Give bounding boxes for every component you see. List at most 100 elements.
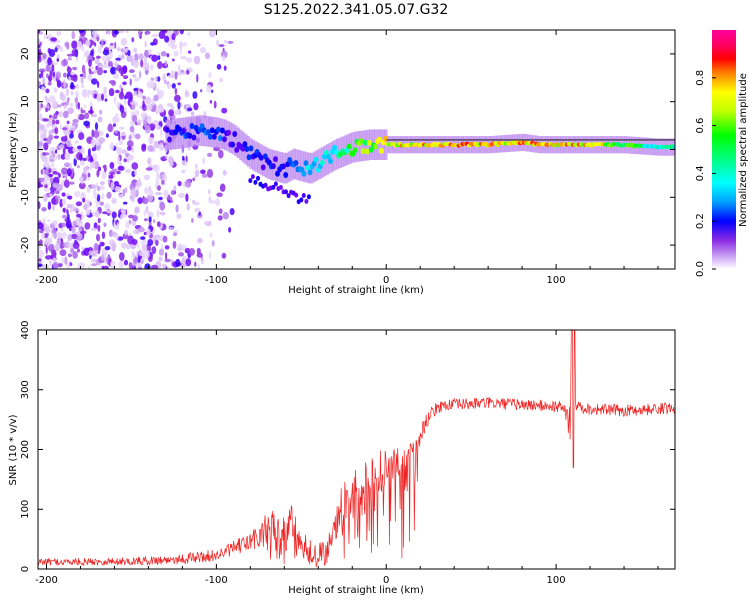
noise-blob	[137, 243, 139, 249]
noise-blob	[93, 68, 97, 75]
noise-blob	[140, 59, 144, 68]
noise-blob	[104, 98, 108, 102]
noise-blob	[196, 73, 199, 83]
noise-blob	[181, 257, 186, 267]
noise-blob	[101, 193, 105, 200]
noise-blob	[157, 61, 163, 69]
noise-blob	[146, 103, 153, 111]
noise-blob	[115, 89, 120, 94]
noise-blob	[209, 232, 213, 238]
noise-blob	[97, 45, 102, 54]
spectrogram-y-axis: -20 -10 0 10 20	[20, 48, 675, 253]
noise-blob	[65, 220, 72, 229]
trace-halo	[226, 120, 230, 152]
colorbar-tick-label: 0.8	[695, 70, 706, 86]
noise-blob	[81, 64, 86, 74]
noise-blob	[163, 189, 169, 198]
noise-blob	[88, 71, 95, 75]
trace-cell	[352, 147, 358, 154]
trace-cell	[328, 158, 333, 165]
noise-blob	[51, 229, 57, 234]
noise-blob	[120, 37, 128, 46]
noise-blob	[218, 77, 224, 83]
noise-blob	[38, 222, 44, 230]
noise-blob	[91, 138, 96, 148]
noise-blob	[49, 193, 53, 198]
noise-blob	[185, 193, 189, 202]
noise-blob	[40, 70, 44, 79]
noise-blob	[54, 223, 57, 230]
noise-blob	[110, 181, 115, 191]
x-tick-label: 0	[383, 575, 389, 586]
noise-blob	[101, 55, 108, 62]
noise-blob	[54, 47, 58, 53]
noise-blob	[208, 250, 211, 260]
noise-blob	[160, 51, 167, 57]
noise-blob	[197, 238, 203, 244]
trace-cell	[258, 154, 264, 161]
noise-blob	[71, 49, 77, 57]
colorbar-label: Normalized spectral amplitude	[738, 73, 749, 227]
trace-halo	[325, 144, 329, 175]
noise-blob	[121, 149, 128, 154]
noise-blob	[45, 255, 52, 260]
noise-blob	[142, 62, 150, 71]
noise-blob	[63, 179, 70, 188]
noise-blob	[136, 119, 142, 126]
y-tick-label: -10	[20, 189, 31, 205]
trace-cell	[360, 148, 366, 155]
noise-blob	[157, 107, 165, 113]
noise-blob	[45, 152, 49, 156]
noise-blob	[202, 157, 206, 165]
noise-blob	[228, 226, 232, 233]
trace-halo	[300, 150, 304, 182]
noise-blob	[160, 30, 167, 33]
noise-blob	[122, 188, 126, 197]
noise-blob	[69, 262, 73, 266]
trace-branch-cell	[306, 194, 311, 200]
noise-blob	[135, 263, 142, 268]
noise-blob	[51, 249, 57, 257]
noise-blob	[57, 153, 61, 160]
spectrogram-x-axis: -200 -100 0 100	[35, 30, 659, 286]
noise-blob	[172, 232, 178, 237]
noise-blob	[175, 204, 179, 213]
trace-halo	[333, 139, 337, 171]
noise-blob	[58, 172, 61, 179]
noise-blob	[43, 142, 49, 151]
noise-blob	[144, 30, 151, 35]
trace-cell	[283, 172, 289, 178]
noise-blob	[131, 74, 137, 78]
noise-blob	[64, 41, 70, 48]
noise-blob	[67, 195, 73, 200]
noise-blob	[82, 197, 86, 203]
trace-halo	[303, 151, 306, 182]
noise-blob	[102, 165, 105, 169]
noise-blob	[159, 175, 164, 180]
noise-blob	[80, 160, 85, 166]
trace-halo	[275, 150, 278, 182]
noise-blob	[61, 214, 68, 219]
noise-blob	[145, 167, 153, 171]
noise-blob	[42, 233, 45, 240]
noise-blob	[66, 240, 70, 249]
noise-blob	[109, 45, 115, 50]
noise-blob	[131, 239, 138, 245]
noise-blob	[218, 44, 225, 48]
trace-branch-cell	[271, 184, 276, 190]
noise-blob	[150, 77, 154, 81]
noise-blob	[54, 127, 59, 135]
noise-blob	[96, 81, 100, 88]
trace-cell	[293, 160, 299, 166]
noise-blob	[158, 196, 163, 201]
noise-blob	[74, 190, 81, 198]
trace-halo	[262, 145, 266, 177]
noise-blob	[69, 75, 77, 81]
noise-blob	[63, 129, 70, 137]
noise-blob	[83, 120, 90, 127]
noise-blob	[181, 71, 186, 75]
noise-blob	[129, 69, 135, 73]
noise-blob	[227, 40, 234, 44]
trace-cell	[373, 143, 378, 150]
